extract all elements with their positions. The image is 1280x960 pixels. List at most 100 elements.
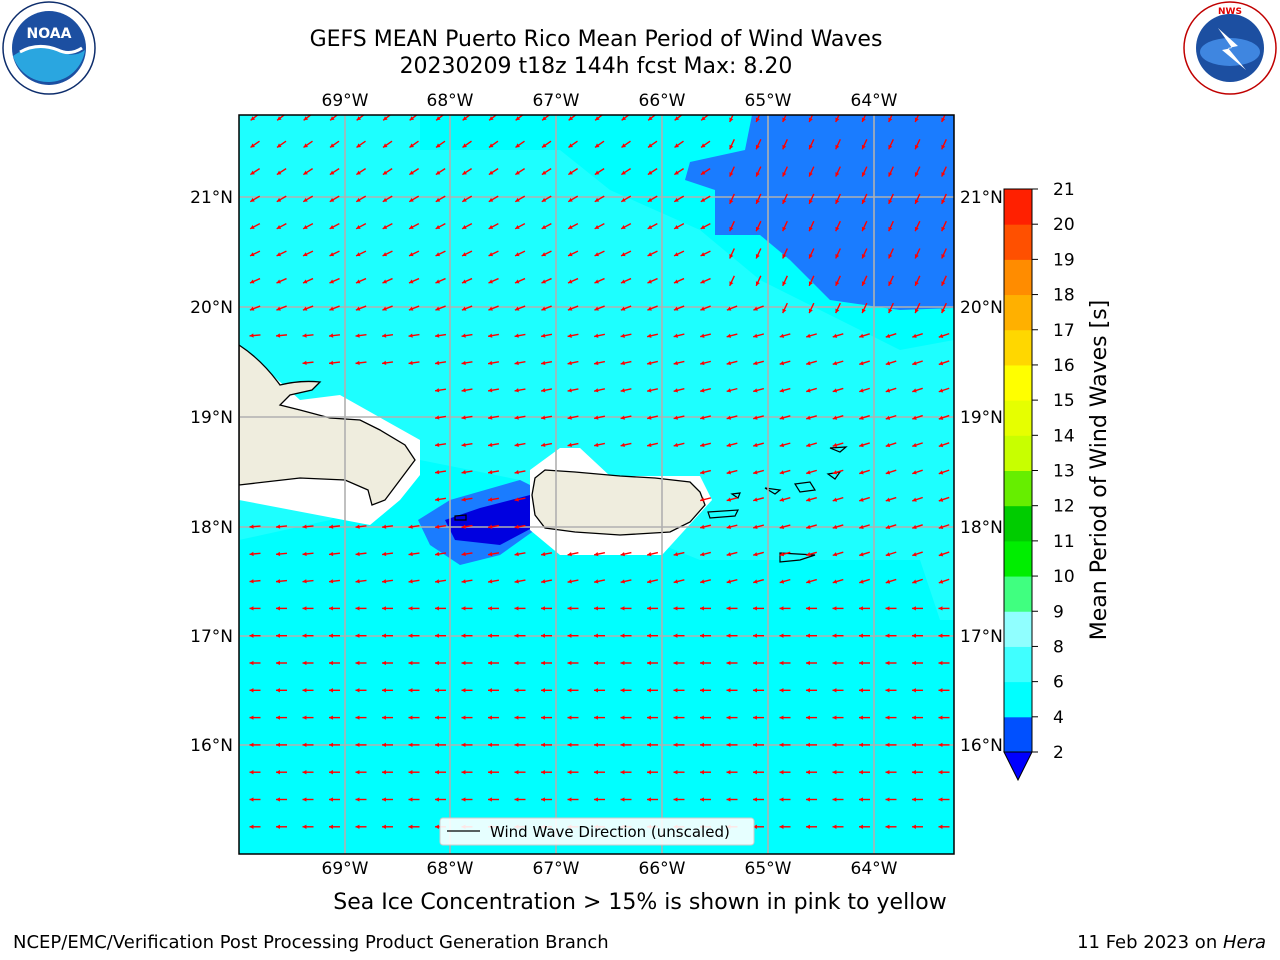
wind-wave-arrowhead [382,633,386,638]
wind-wave-arrowhead [329,143,335,148]
wind-wave-arrowhead [435,170,441,175]
wind-wave-arrowhead [779,742,784,748]
wind-wave-arrowhead [885,361,891,366]
wind-wave-arrowhead [808,117,813,122]
wind-wave-arrowhead [808,144,813,150]
wind-wave-arrowhead [302,742,307,748]
wind-wave-arrowhead [806,824,810,829]
colorbar-tick-label: 10 [1053,567,1075,587]
wind-wave-arrowhead [461,715,466,720]
wind-wave-arrowhead [249,715,254,720]
wind-wave-arrowhead [461,470,466,475]
wind-wave-arrowhead [755,281,760,286]
wind-wave-arrowhead [941,308,946,314]
wind-wave-arrowhead [594,225,600,229]
wind-wave-arrowhead [912,579,917,584]
wind-wave-arrowhead [753,497,758,502]
wind-wave-arrowhead [568,170,573,175]
wind-wave-arrowhead [488,633,492,638]
colorbar-tick-label: 15 [1053,391,1075,411]
wind-wave-arrowhead [861,308,866,314]
wind-wave-arrowhead [355,797,360,802]
wind-wave-arrowhead [461,333,466,338]
wind-wave-arrowhead [436,116,441,121]
wind-wave-arrowhead [621,225,626,229]
wind-wave-arrowhead [806,497,811,502]
wind-wave-arrowhead [674,252,679,257]
colorbar-tick-label: 17 [1053,321,1075,341]
wind-wave-arrowhead [755,117,760,122]
wind-wave-arrowhead [355,633,360,638]
svg-text:NWS: NWS [1218,7,1242,17]
wind-wave-arrowhead [541,279,546,284]
wind-wave-arrowhead [355,688,360,693]
wind-wave-arrowhead [276,197,282,202]
wind-wave-arrowhead [276,660,280,666]
wind-wave-arrowhead [673,633,678,638]
wind-wave-arrowhead [912,415,917,420]
wind-wave-arrowhead [859,388,864,393]
wind-wave-arrowhead [302,824,307,829]
wind-wave-arrowhead [435,633,439,638]
wind-wave-arrowhead [859,797,863,802]
wind-wave-arrowhead [541,415,546,420]
colorbar-tick-label: 19 [1053,250,1075,270]
wind-wave-arrowhead [382,742,386,748]
colorbar-segment [1004,294,1032,331]
wind-wave-arrowhead [514,360,519,366]
wind-wave-arrowhead [885,415,891,420]
wind-wave-arrowhead [859,442,864,448]
wind-wave-arrowhead [461,742,466,748]
colorbar-tick-label: 9 [1053,602,1064,622]
wind-wave-arrowhead [832,770,837,775]
wind-wave-arrowhead [859,715,863,720]
wind-wave-arrowhead [488,197,494,202]
wind-wave-arrowhead [408,715,413,720]
wind-wave-arrowhead [806,579,811,584]
wind-wave-arrowhead [885,470,891,475]
wind-wave-arrowhead [888,226,893,232]
wind-wave-arrowhead [435,715,439,720]
wind-wave-arrowhead [938,470,944,475]
wind-wave-arrowhead [356,170,361,175]
wind-wave-arrowhead [938,443,944,448]
wind-wave-arrowhead [488,252,494,257]
wind-wave-arrowhead [673,415,678,420]
wind-wave-arrowhead [461,688,466,693]
wind-wave-arrowhead [647,279,652,284]
wind-wave-arrowhead [700,306,705,311]
wind-wave-arrowhead [488,143,494,148]
wind-wave-arrowhead [701,116,706,121]
wind-wave-arrowhead [408,606,413,611]
wind-wave-arrowhead [620,770,625,775]
wind-wave-arrowhead [700,579,705,584]
wind-wave-arrowhead [435,279,440,284]
wind-wave-arrowhead [462,116,468,121]
lat-label-right: 17°N [960,627,1003,647]
wind-wave-arrowhead [726,579,732,584]
wind-wave-arrowhead [595,116,600,121]
colorbar-segment [1004,716,1032,753]
wind-wave-arrowhead [808,226,813,232]
wind-wave-arrowhead [620,606,625,611]
wind-wave-arrowhead [885,688,890,693]
wind-wave-arrowhead [277,116,282,121]
wind-wave-arrowhead [779,497,785,502]
wind-wave-arrowhead [782,253,787,259]
wind-wave-arrowhead [514,415,519,420]
wind-wave-arrowhead [753,797,757,802]
wind-wave-arrowhead [594,552,599,557]
wind-wave-arrowhead [726,497,732,502]
wind-wave-arrowhead [330,116,335,121]
wind-wave-arrowhead [779,797,784,802]
wind-wave-arrowhead [488,770,492,775]
wind-wave-arrowhead [753,715,757,720]
wind-wave-arrowhead [488,170,494,175]
wind-wave-arrowhead [674,143,679,148]
wind-wave-arrowhead [329,252,335,257]
wind-wave-arrowhead [302,524,307,529]
wind-wave-arrowhead [832,660,837,666]
wind-wave-arrowhead [594,143,600,148]
wind-wave-arrowhead [912,443,917,448]
wind-wave-arrowhead [567,442,572,448]
